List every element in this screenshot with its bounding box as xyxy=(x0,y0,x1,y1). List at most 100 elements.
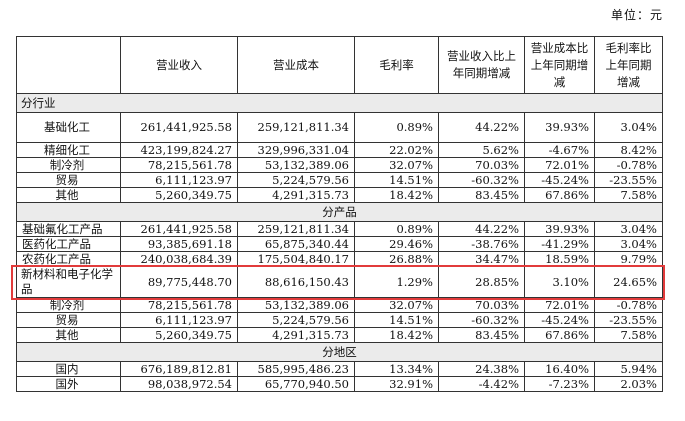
cell-revenue: 89,775,448.70 xyxy=(120,266,238,298)
cell-revenue: 676,189,812.81 xyxy=(120,361,238,377)
cell-cost-change: 39.93% xyxy=(524,112,595,143)
header-cell-revenue-change: 营业收入比上年同期增减 xyxy=(438,36,525,94)
table-row: 国外 98,038,972.54 65,770,940.50 32.91% -4… xyxy=(16,376,663,392)
row-label: 基础化工 xyxy=(16,112,121,143)
table-row-highlighted: 新材料和电子化学品 89,775,448.70 88,616,150.43 1.… xyxy=(16,266,663,298)
cell-revenue-change: 34.47% xyxy=(438,251,525,267)
section-row-product: 分产品 xyxy=(16,202,663,222)
cell-cost-change: -45.24% xyxy=(524,172,595,188)
cell-cost-change: 67.86% xyxy=(524,187,595,203)
cell-margin: 22.02% xyxy=(354,142,439,158)
cell-margin: 32.91% xyxy=(354,376,439,392)
cell-cost: 5,224,579.56 xyxy=(237,172,355,188)
cell-cost: 65,875,340.44 xyxy=(237,236,355,252)
table-row: 基础氟化工产品 261,441,925.58 259,121,811.34 0.… xyxy=(16,221,663,237)
cell-revenue-change: -60.32% xyxy=(438,312,525,328)
section-title: 分地区 xyxy=(16,342,663,362)
header-cell-blank xyxy=(16,36,121,94)
cell-margin: 18.42% xyxy=(354,187,439,203)
table-row: 精细化工 423,199,824.27 329,996,331.04 22.02… xyxy=(16,142,663,158)
section-title: 分行业 xyxy=(16,93,663,113)
row-label: 制冷剂 xyxy=(16,297,121,313)
cell-cost: 329,996,331.04 xyxy=(237,142,355,158)
section-title: 分产品 xyxy=(16,202,663,222)
header-row: 营业收入 营业成本 毛利率 营业收入比上年同期增减 营业成本比上年同期增减 毛利… xyxy=(16,36,663,94)
cell-revenue: 5,260,349.75 xyxy=(120,327,238,343)
cell-revenue-change: 44.22% xyxy=(438,221,525,237)
cell-revenue-change: 70.03% xyxy=(438,297,525,313)
cell-margin: 13.34% xyxy=(354,361,439,377)
cell-margin-change: 3.04% xyxy=(594,236,663,252)
cell-revenue: 93,385,691.18 xyxy=(120,236,238,252)
cell-revenue: 5,260,349.75 xyxy=(120,187,238,203)
cell-margin-change: 24.65% xyxy=(594,266,663,298)
cell-margin: 18.42% xyxy=(354,327,439,343)
cell-margin-change: 9.79% xyxy=(594,251,663,267)
cell-margin: 0.89% xyxy=(354,112,439,143)
row-label: 农药化工产品 xyxy=(16,251,121,267)
table-row: 其他 5,260,349.75 4,291,315.73 18.42% 83.4… xyxy=(16,187,663,203)
row-label: 制冷剂 xyxy=(16,157,121,173)
cell-margin-change: 5.94% xyxy=(594,361,663,377)
unit-label: 单位：元 xyxy=(610,8,663,22)
cell-cost: 53,132,389.06 xyxy=(237,297,355,313)
cell-cost-change: 18.59% xyxy=(524,251,595,267)
section-row-region: 分地区 xyxy=(16,342,663,362)
cell-revenue-change: -38.76% xyxy=(438,236,525,252)
cell-cost: 259,121,811.34 xyxy=(237,112,355,143)
cell-revenue: 261,441,925.58 xyxy=(120,112,238,143)
header-cell-gross-margin: 毛利率 xyxy=(354,36,439,94)
cell-revenue: 78,215,561.78 xyxy=(120,157,238,173)
cell-margin: 14.51% xyxy=(354,172,439,188)
table-row: 农药化工产品 240,038,684.39 175,504,840.17 26.… xyxy=(16,251,663,267)
cell-margin: 0.89% xyxy=(354,221,439,237)
table-row: 制冷剂 78,215,561.78 53,132,389.06 32.07% 7… xyxy=(16,157,663,173)
cell-revenue: 6,111,123.97 xyxy=(120,172,238,188)
cell-revenue-change: -60.32% xyxy=(438,172,525,188)
cell-cost-change: 72.01% xyxy=(524,157,595,173)
cell-margin: 32.07% xyxy=(354,297,439,313)
row-label: 基础氟化工产品 xyxy=(16,221,121,237)
cell-revenue-change: 70.03% xyxy=(438,157,525,173)
table-row: 基础化工 261,441,925.58 259,121,811.34 0.89%… xyxy=(16,112,663,143)
cell-margin-change: 3.04% xyxy=(594,112,663,143)
table-row: 贸易 6,111,123.97 5,224,579.56 14.51% -60.… xyxy=(16,172,663,188)
cell-margin: 14.51% xyxy=(354,312,439,328)
cell-margin-change: -23.55% xyxy=(594,172,663,188)
cell-cost: 259,121,811.34 xyxy=(237,221,355,237)
header-cell-margin-change: 毛利率比上年同期增减 xyxy=(594,36,663,94)
table-row: 国内 676,189,812.81 585,995,486.23 13.34% … xyxy=(16,361,663,377)
cell-cost-change: -7.23% xyxy=(524,376,595,392)
cell-margin-change: 3.04% xyxy=(594,221,663,237)
cell-revenue-change: 44.22% xyxy=(438,112,525,143)
cell-cost: 65,770,940.50 xyxy=(237,376,355,392)
row-label: 国外 xyxy=(16,376,121,392)
cell-margin-change: -23.55% xyxy=(594,312,663,328)
table-row: 制冷剂 78,215,561.78 53,132,389.06 32.07% 7… xyxy=(16,297,663,313)
cell-cost: 175,504,840.17 xyxy=(237,251,355,267)
cell-margin-change: -0.78% xyxy=(594,157,663,173)
cell-revenue-change: 5.62% xyxy=(438,142,525,158)
cell-cost-change: 3.10% xyxy=(524,266,595,298)
cell-revenue: 240,038,684.39 xyxy=(120,251,238,267)
row-label: 其他 xyxy=(16,327,121,343)
header-cell-cost: 营业成本 xyxy=(237,36,355,94)
cell-margin-change: 2.03% xyxy=(594,376,663,392)
cell-revenue-change: -4.42% xyxy=(438,376,525,392)
cell-cost: 4,291,315.73 xyxy=(237,187,355,203)
cell-margin-change: 7.58% xyxy=(594,327,663,343)
cell-cost-change: 16.40% xyxy=(524,361,595,377)
cell-margin: 1.29% xyxy=(354,266,439,298)
cell-cost-change: -45.24% xyxy=(524,312,595,328)
cell-cost: 4,291,315.73 xyxy=(237,327,355,343)
cell-cost-change: -41.29% xyxy=(524,236,595,252)
cell-revenue-change: 28.85% xyxy=(438,266,525,298)
cell-cost: 88,616,150.43 xyxy=(237,266,355,298)
cell-revenue-change: 24.38% xyxy=(438,361,525,377)
cell-cost-change: 72.01% xyxy=(524,297,595,313)
cell-margin-change: 8.42% xyxy=(594,142,663,158)
cell-cost: 5,224,579.56 xyxy=(237,312,355,328)
table-row: 医药化工产品 93,385,691.18 65,875,340.44 29.46… xyxy=(16,236,663,252)
cell-revenue: 261,441,925.58 xyxy=(120,221,238,237)
cell-revenue: 98,038,972.54 xyxy=(120,376,238,392)
